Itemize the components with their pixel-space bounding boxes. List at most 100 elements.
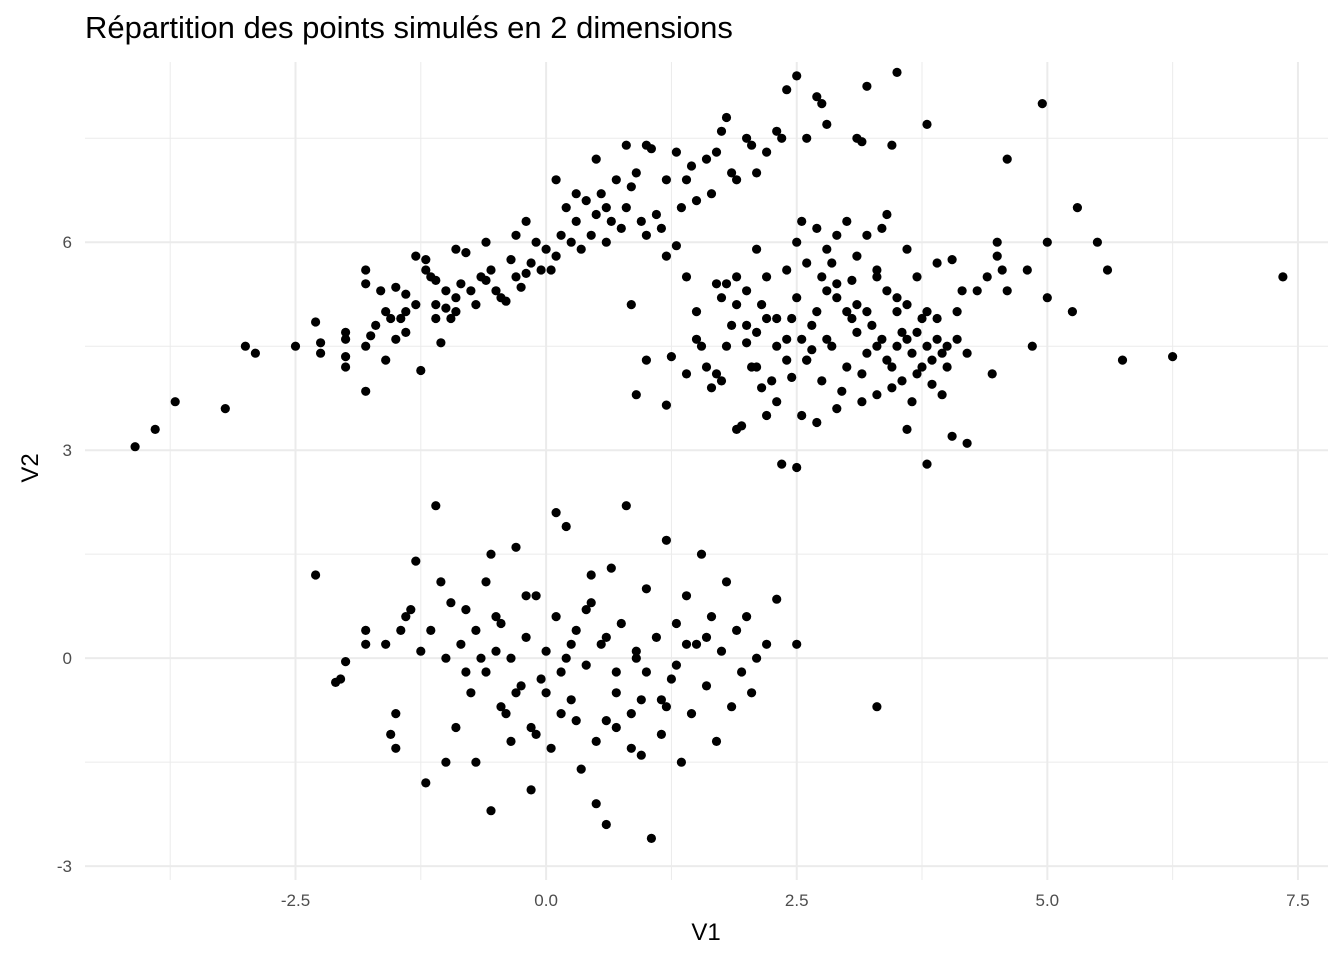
- data-point: [486, 265, 496, 275]
- data-point: [716, 646, 727, 656]
- data-point: [802, 355, 812, 365]
- data-point: [456, 279, 466, 289]
- data-point: [822, 244, 832, 254]
- data-point: [832, 279, 842, 289]
- data-point: [411, 300, 421, 310]
- data-point: [691, 307, 702, 317]
- data-point: [752, 653, 762, 663]
- data-point: [701, 362, 712, 372]
- data-point: [676, 203, 687, 213]
- data-point: [496, 618, 506, 629]
- data-point: [732, 300, 742, 310]
- data-point: [797, 216, 807, 226]
- data-point: [877, 223, 887, 233]
- data-point: [601, 716, 611, 726]
- data-point: [541, 244, 551, 254]
- data-point: [752, 244, 762, 254]
- data-point: [406, 605, 416, 615]
- data-point: [782, 265, 792, 275]
- data-point: [561, 521, 571, 532]
- data-point: [606, 216, 616, 226]
- data-point: [772, 397, 782, 407]
- data-point: [927, 379, 937, 389]
- data-point: [1092, 237, 1102, 247]
- data-point: [792, 71, 802, 81]
- data-point: [912, 327, 922, 337]
- data-point: [401, 327, 411, 337]
- data-point: [907, 397, 917, 407]
- data-point: [481, 577, 491, 587]
- data-point: [711, 369, 722, 379]
- data-point: [641, 667, 652, 677]
- data-point: [551, 251, 561, 261]
- data-point: [727, 320, 737, 330]
- x-tick-label: 2.5: [785, 891, 809, 910]
- data-point: [651, 209, 662, 220]
- data-point: [401, 307, 411, 317]
- data-point: [937, 390, 947, 400]
- data-point: [792, 639, 802, 649]
- data-point: [762, 313, 772, 324]
- data-point: [842, 307, 852, 317]
- data-point: [807, 320, 817, 330]
- data-point: [942, 341, 952, 351]
- data-point: [341, 352, 351, 362]
- data-point: [742, 286, 752, 296]
- data-point: [636, 695, 646, 705]
- data-point: [872, 390, 882, 400]
- major-gridlines: [85, 62, 1328, 880]
- data-point: [661, 251, 672, 261]
- data-point: [596, 189, 606, 199]
- data-point: [701, 632, 712, 643]
- data-point: [932, 258, 942, 268]
- data-point: [316, 348, 326, 358]
- x-tick-label: 5.0: [1036, 891, 1060, 910]
- data-point: [681, 591, 692, 601]
- data-point: [531, 237, 541, 247]
- data-point: [912, 369, 922, 379]
- data-point: [461, 667, 471, 677]
- data-point: [616, 223, 626, 233]
- data-point: [451, 244, 461, 254]
- data-point: [902, 244, 912, 254]
- data-point: [341, 334, 351, 344]
- data-point: [812, 92, 822, 102]
- data-point: [721, 577, 732, 587]
- data-point: [341, 657, 351, 667]
- data-point: [361, 625, 371, 636]
- data-point: [691, 639, 702, 649]
- data-point: [471, 625, 481, 636]
- data-point: [586, 230, 596, 240]
- data-point: [601, 203, 611, 213]
- data-point: [757, 300, 767, 310]
- data-point: [721, 341, 732, 351]
- data-point: [832, 230, 842, 240]
- data-point: [481, 237, 491, 247]
- data-point: [947, 255, 957, 265]
- data-point: [1027, 341, 1037, 351]
- data-point: [566, 237, 576, 247]
- data-point: [872, 702, 882, 712]
- data-point: [376, 286, 386, 296]
- data-point: [862, 307, 872, 317]
- data-point: [646, 833, 657, 844]
- data-point: [666, 674, 677, 684]
- data-point: [721, 279, 732, 289]
- data-point: [737, 667, 747, 677]
- data-point: [711, 279, 722, 289]
- data-point: [416, 365, 426, 376]
- data-point: [922, 459, 932, 469]
- data-point: [742, 612, 752, 622]
- data-point: [792, 237, 802, 247]
- data-point: [421, 265, 431, 275]
- y-axis-tick-labels: -3 0 3 6: [57, 233, 72, 876]
- data-point: [686, 161, 697, 171]
- data-point: [571, 625, 581, 636]
- data-point: [922, 307, 932, 317]
- data-point: [772, 126, 782, 136]
- data-point: [471, 757, 481, 767]
- data-point: [952, 334, 962, 344]
- data-point: [240, 341, 250, 351]
- data-point: [521, 632, 531, 643]
- data-point: [511, 230, 521, 240]
